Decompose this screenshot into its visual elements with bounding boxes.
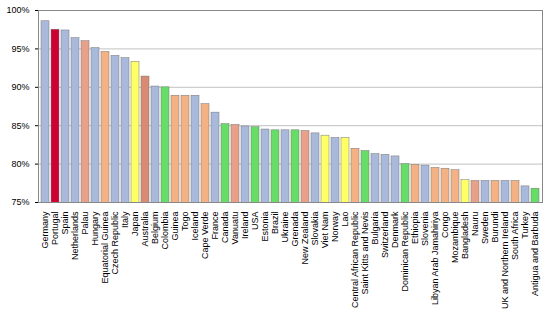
svg-text:Libyan Arab Jamahiriya: Libyan Arab Jamahiriya xyxy=(430,212,440,306)
svg-text:100%: 100% xyxy=(6,5,29,15)
svg-text:80%: 80% xyxy=(11,159,29,169)
svg-text:Czech Republic: Czech Republic xyxy=(110,211,120,275)
svg-text:Cape Verde: Cape Verde xyxy=(200,212,210,260)
svg-text:Mozambique: Mozambique xyxy=(450,212,460,264)
svg-text:Norway: Norway xyxy=(330,211,340,242)
svg-text:New Zealand: New Zealand xyxy=(300,212,310,265)
svg-text:Denmark: Denmark xyxy=(390,211,400,248)
svg-text:Guinea: Guinea xyxy=(170,212,180,241)
svg-text:Bulgaria: Bulgaria xyxy=(370,212,380,245)
svg-text:Estonia: Estonia xyxy=(260,212,270,242)
svg-text:Belgium: Belgium xyxy=(150,212,160,245)
svg-text:95%: 95% xyxy=(11,44,29,54)
svg-text:Slovakia: Slovakia xyxy=(310,212,320,246)
svg-text:France: France xyxy=(210,212,220,240)
svg-text:90%: 90% xyxy=(11,82,29,92)
svg-text:Burundi: Burundi xyxy=(490,212,500,243)
svg-text:Bangladesh: Bangladesh xyxy=(460,212,470,260)
svg-text:Hungary: Hungary xyxy=(90,211,100,246)
svg-text:Dominican Republic: Dominican Republic xyxy=(400,211,410,292)
svg-text:Saint Kitts and Nevis: Saint Kitts and Nevis xyxy=(360,211,370,295)
svg-text:Iceland: Iceland xyxy=(190,212,200,241)
svg-text:USA: USA xyxy=(250,212,260,231)
svg-text:Japan: Japan xyxy=(130,212,140,237)
svg-text:Australia: Australia xyxy=(140,212,150,247)
svg-text:Switzerland: Switzerland xyxy=(380,212,390,259)
svg-text:Togo: Togo xyxy=(180,212,190,232)
svg-text:Lao: Lao xyxy=(340,212,350,227)
svg-text:Slovenia: Slovenia xyxy=(420,212,430,247)
svg-text:South Africa: South Africa xyxy=(510,212,520,261)
svg-text:Palau: Palau xyxy=(80,212,90,235)
svg-text:Vanuatu: Vanuatu xyxy=(230,212,240,245)
svg-text:Sweden: Sweden xyxy=(480,212,490,245)
svg-text:Portugal: Portugal xyxy=(50,212,60,246)
svg-text:Netherlands: Netherlands xyxy=(70,211,80,260)
svg-text:Congo: Congo xyxy=(440,212,450,239)
svg-text:Italy: Italy xyxy=(120,211,130,228)
svg-text:UK and Northern Ireland: UK and Northern Ireland xyxy=(500,212,510,310)
svg-text:Antigua and Barbuda: Antigua and Barbuda xyxy=(530,212,540,297)
svg-text:Central African Republic: Central African Republic xyxy=(350,211,360,308)
svg-text:Ukraine: Ukraine xyxy=(280,212,290,243)
svg-text:Spain: Spain xyxy=(60,212,70,235)
svg-text:Ireland: Ireland xyxy=(240,212,250,240)
svg-text:Grenada: Grenada xyxy=(290,212,300,247)
svg-text:Colombia: Colombia xyxy=(160,212,170,250)
svg-text:Viet Nam: Viet Nam xyxy=(320,212,330,249)
svg-text:Brazil: Brazil xyxy=(270,212,280,235)
svg-text:Nauru: Nauru xyxy=(470,212,480,237)
svg-text:Equatorial Guinea: Equatorial Guinea xyxy=(100,212,110,284)
svg-text:Ethiopia: Ethiopia xyxy=(410,212,420,245)
svg-text:Germany: Germany xyxy=(40,211,50,249)
svg-text:Canada: Canada xyxy=(220,212,230,244)
svg-text:75%: 75% xyxy=(11,197,29,207)
svg-text:85%: 85% xyxy=(11,121,29,131)
svg-text:Turkey: Turkey xyxy=(520,211,530,239)
